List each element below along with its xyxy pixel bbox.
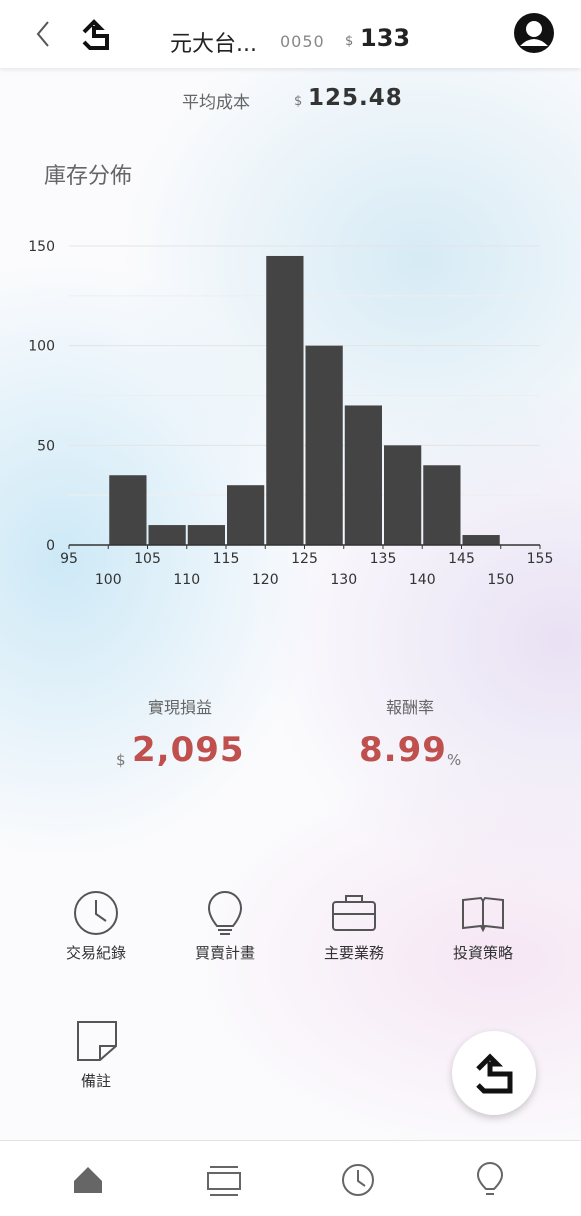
bar bbox=[305, 345, 343, 545]
x-tick-label: 120 bbox=[252, 572, 279, 588]
bar bbox=[227, 485, 265, 545]
logo bbox=[82, 19, 109, 50]
x-tick-label: 105 bbox=[134, 551, 161, 567]
avatar[interactable] bbox=[510, 12, 558, 54]
bar bbox=[148, 525, 186, 545]
x-tick-label: 150 bbox=[487, 572, 514, 588]
x-tick-label: 115 bbox=[213, 551, 240, 567]
currency: $ bbox=[345, 34, 354, 49]
x-tick-label: 155 bbox=[527, 551, 554, 567]
y-tick-label: 150 bbox=[28, 239, 55, 255]
bar bbox=[462, 535, 500, 545]
menu-label: 投資策略 bbox=[452, 944, 513, 962]
x-tick-label: 125 bbox=[291, 551, 318, 567]
currency: $ bbox=[116, 751, 126, 769]
bar bbox=[423, 465, 461, 545]
bar bbox=[109, 475, 147, 545]
histogram: 0 50 100 150 95 100 105 110 115 120 125 130 135 140 14… bbox=[28, 239, 554, 588]
stock-code: 0050 bbox=[280, 32, 325, 51]
price: 133 bbox=[360, 24, 411, 52]
nav-list[interactable] bbox=[207, 1166, 241, 1196]
x-tick-label: 140 bbox=[409, 572, 436, 588]
icon-clock bbox=[74, 891, 118, 935]
chart-title: 庫存分佈 bbox=[44, 164, 133, 189]
menu-item[interactable]: 買賣計畫 bbox=[175, 888, 275, 963]
x-tick-label: 145 bbox=[448, 551, 475, 567]
icon-book bbox=[462, 896, 504, 933]
menu-label: 交易紀錄 bbox=[65, 944, 126, 962]
menu-item[interactable]: 投資策略 bbox=[433, 888, 533, 963]
nav-ideas[interactable] bbox=[476, 1162, 504, 1195]
y-tick-label: 50 bbox=[37, 438, 55, 454]
stock-name: 元大台... bbox=[170, 32, 257, 57]
y-tick-label: 0 bbox=[46, 538, 55, 554]
fab-logo bbox=[476, 1053, 513, 1094]
stat-label: 實現損益 bbox=[147, 698, 212, 717]
return-rate: 8.99 bbox=[359, 730, 447, 770]
x-tick-label: 130 bbox=[330, 572, 357, 588]
x-tick-label: 95 bbox=[60, 551, 78, 567]
stat-label: 報酬率 bbox=[385, 698, 434, 717]
avg-cost: 125.48 bbox=[308, 85, 403, 111]
unit: % bbox=[447, 751, 462, 769]
currency: $ bbox=[294, 94, 303, 109]
menu-item[interactable]: 主要業務 bbox=[304, 888, 404, 963]
bottom-nav bbox=[0, 1140, 581, 1216]
nav-icons bbox=[74, 1162, 504, 1196]
bar bbox=[344, 405, 382, 545]
bar bbox=[266, 255, 304, 545]
bar bbox=[187, 525, 225, 545]
fab[interactable] bbox=[452, 1031, 536, 1115]
nav-history[interactable] bbox=[342, 1164, 374, 1196]
menu-label: 買賣計畫 bbox=[194, 944, 255, 962]
realized-profit: 2,095 bbox=[132, 730, 245, 770]
nav-home[interactable] bbox=[74, 1167, 102, 1193]
x-tick-label: 135 bbox=[370, 551, 397, 567]
icon-briefcase bbox=[332, 895, 376, 931]
header: 元大台... 0050 $ 133 bbox=[0, 0, 581, 68]
x-tick-label: 110 bbox=[173, 572, 200, 588]
back-button[interactable] bbox=[30, 18, 56, 50]
menu-label: 備註 bbox=[80, 1072, 111, 1090]
avg-cost-label: 平均成本 bbox=[182, 93, 250, 113]
x-tick-label: 100 bbox=[95, 572, 122, 588]
menu-item[interactable]: 備註 bbox=[46, 1016, 146, 1091]
icon-bulb bbox=[207, 891, 243, 935]
y-tick-label: 100 bbox=[28, 339, 55, 355]
bar bbox=[384, 445, 422, 545]
menu-label: 主要業務 bbox=[323, 944, 384, 962]
menu-item[interactable]: 交易紀錄 bbox=[46, 888, 146, 963]
icon-note bbox=[77, 1021, 117, 1061]
